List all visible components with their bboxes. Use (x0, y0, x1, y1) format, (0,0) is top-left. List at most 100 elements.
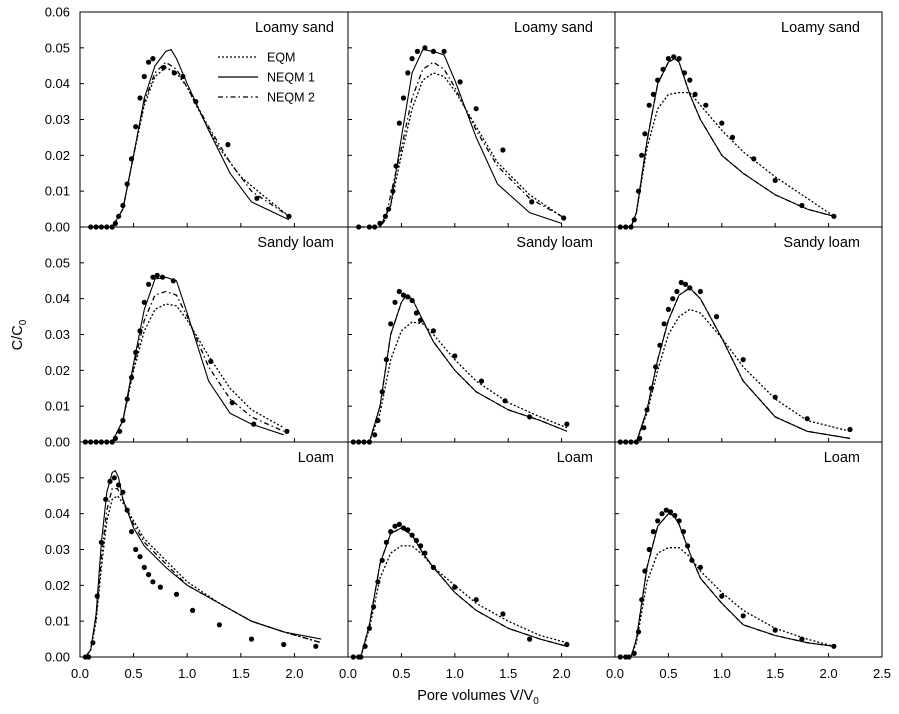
observed-point (154, 272, 160, 278)
x-tick-label: 2.0 (553, 666, 571, 681)
panel-frame (347, 11, 616, 228)
observed-point (251, 421, 257, 427)
observed-point (670, 296, 676, 302)
x-tick-label: 0.0 (71, 666, 89, 681)
observed-point (128, 156, 135, 162)
x-tick-label: 0.0 (606, 666, 624, 681)
observed-point (626, 654, 632, 660)
observed-point (111, 475, 117, 481)
observed-point (457, 79, 463, 85)
observed-point (358, 654, 364, 660)
observed-point (637, 435, 643, 441)
observed-point (120, 202, 126, 209)
observed-point (141, 299, 147, 305)
observed-point (366, 625, 372, 631)
series-neqm2-line (84, 487, 322, 658)
panel-title: Loam (298, 450, 334, 466)
y-tick-label: 0.05 (45, 40, 70, 55)
observed-point (663, 507, 669, 513)
observed-point (173, 591, 180, 597)
panel-title: Sandy loam (257, 235, 334, 251)
series-neqm2-line (358, 61, 562, 228)
observed-point (661, 321, 667, 327)
observed-point (229, 400, 235, 406)
observed-point (430, 328, 436, 334)
series-neqm1-line (620, 513, 834, 658)
panel-sandy-loam-4: Sandy loam (79, 226, 349, 445)
observed-point (116, 482, 122, 488)
observed-point (405, 70, 411, 76)
observed-point (564, 641, 570, 648)
observed-point (396, 120, 402, 126)
observed-point (150, 56, 156, 62)
series-neqm2-line (353, 527, 568, 658)
observed-point (641, 425, 647, 431)
observed-point (676, 518, 682, 524)
observed-point (405, 294, 411, 300)
observed-point (388, 529, 394, 535)
panel-sandy-loam-6: Sandy loam (614, 226, 883, 445)
observed-point (254, 195, 260, 201)
panel-title: Loamy sand (781, 20, 860, 36)
observed-point (170, 278, 176, 284)
y-axis-title-main: C/C (10, 325, 26, 350)
observed-point (372, 432, 378, 438)
observed-point (392, 299, 398, 305)
observed-point (313, 643, 319, 649)
observed-point (500, 611, 506, 617)
observed-point (386, 206, 392, 212)
observed-point (703, 102, 709, 108)
observed-point (680, 529, 687, 535)
observed-point (422, 550, 428, 556)
observed-point (379, 389, 385, 395)
observed-point (617, 654, 623, 660)
x-tick-label: 0.5 (392, 666, 410, 681)
observed-point (98, 539, 104, 545)
observed-point (124, 181, 130, 187)
y-tick-label: 0.00 (45, 435, 70, 450)
observed-point (137, 95, 143, 101)
y-tick-label: 0.02 (45, 578, 70, 593)
observed-point (772, 177, 778, 183)
observed-point (400, 292, 407, 298)
observed-point (452, 584, 458, 590)
observed-point (141, 564, 147, 571)
observed-point (529, 199, 535, 205)
observed-point (646, 102, 652, 108)
observed-point (678, 279, 684, 286)
observed-point (392, 523, 398, 529)
observed-point (772, 394, 778, 400)
x-axis-title-sub: 0 (533, 696, 539, 707)
series-neqm2-line (620, 57, 835, 228)
observed-point (128, 529, 135, 535)
observed-point (208, 358, 214, 364)
observed-point (418, 543, 424, 549)
y-tick-label: 0.06 (45, 5, 70, 20)
y-tick-label: 0.00 (45, 220, 70, 235)
observed-point (103, 496, 109, 502)
observed-point (657, 342, 663, 348)
legend-label: NEQM 2 (267, 91, 315, 105)
observed-point (635, 188, 642, 194)
panel-sandy-loam-5: Sandy loam (347, 226, 616, 445)
observed-point (284, 428, 290, 434)
y-tick-label: 0.05 (45, 255, 70, 270)
observed-point (371, 604, 377, 610)
observed-point (90, 640, 96, 646)
x-tick-label: 1.0 (178, 666, 196, 681)
observed-point (190, 607, 196, 614)
observed-point (650, 529, 657, 535)
observed-point (655, 77, 661, 83)
x-tick-label: 0.0 (339, 666, 357, 681)
y-tick-label: 0.04 (45, 506, 70, 521)
observed-point (719, 120, 725, 126)
panel-frame (79, 11, 349, 228)
series-eqm-line (353, 321, 568, 443)
observed-point (441, 48, 447, 55)
x-tick-label: 1.0 (446, 666, 464, 681)
observed-point (740, 357, 746, 363)
series-neqm2-line (90, 61, 290, 228)
observed-point (225, 142, 231, 148)
panel-title: Loamy sand (514, 20, 593, 36)
y-tick-label: 0.01 (45, 614, 70, 629)
